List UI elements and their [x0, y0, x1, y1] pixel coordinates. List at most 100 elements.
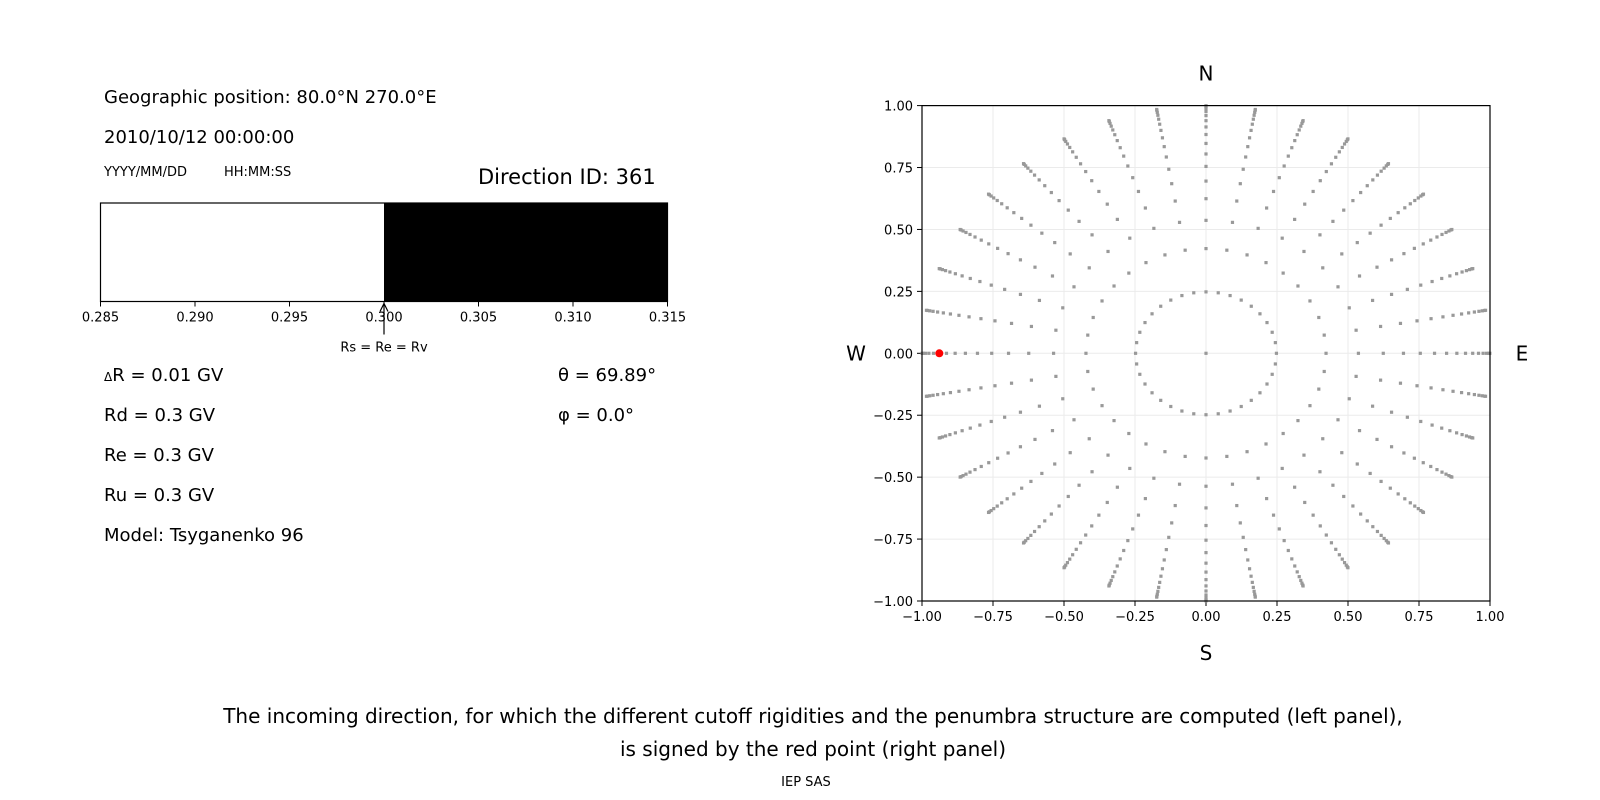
phi-value: φ = 0.0°: [558, 405, 635, 426]
direction-point: [973, 235, 977, 239]
direction-point: [941, 311, 945, 315]
direction-point: [1126, 539, 1130, 543]
direction-point: [943, 434, 948, 438]
direction-point: [1170, 182, 1174, 186]
direction-point: [1250, 580, 1254, 584]
direction-point: [1090, 470, 1094, 474]
direction-point: [1040, 231, 1044, 235]
direction-point: [1112, 284, 1116, 288]
direction-point: [961, 229, 965, 233]
direction-point: [1167, 535, 1171, 539]
direction-point: [989, 194, 993, 198]
direction-point: [1053, 240, 1057, 245]
direction-point: [1344, 139, 1348, 144]
direction-point: [1051, 351, 1056, 355]
direction-point: [1020, 486, 1024, 490]
direction-point: [1097, 513, 1101, 517]
direction-point: [1091, 315, 1095, 320]
caption-line-1: The incoming direction, for which the di…: [223, 704, 1403, 728]
direction-point: [1365, 184, 1369, 188]
direction-point: [1204, 596, 1208, 600]
direction-point: [1100, 299, 1104, 303]
direction-point: [1302, 453, 1306, 457]
direction-point: [1251, 585, 1255, 589]
direction-point: [941, 392, 945, 396]
direction-point: [1012, 492, 1016, 496]
direction-point: [1252, 589, 1256, 593]
direction-point: [1230, 220, 1235, 224]
direction-point: [1204, 119, 1208, 123]
direction-scatter-chart: −1.00−1.00 −0.75 −0.75 −0.50 −0.50 −0.25 −0.25…: [846, 62, 1528, 665]
direction-point: [1106, 249, 1110, 254]
direction-point: [1050, 429, 1055, 433]
x-tick-label: 0.50: [1334, 610, 1363, 625]
direction-point: [968, 426, 972, 430]
direction-point: [1204, 593, 1208, 597]
direction-point: [948, 432, 952, 437]
direction-point: [1421, 461, 1425, 465]
direction-point: [1160, 136, 1165, 140]
direction-point: [1472, 392, 1476, 397]
time-format-label: HH:MM:SS: [224, 165, 292, 180]
direction-point: [1238, 521, 1242, 525]
direction-point: [1144, 442, 1148, 446]
direction-point: [1300, 581, 1304, 585]
direction-point: [967, 388, 971, 392]
direction-point: [1037, 404, 1042, 408]
direction-point: [1455, 351, 1459, 355]
direction-point: [1204, 114, 1208, 118]
direction-point: [1020, 216, 1024, 221]
direction-point: [1412, 246, 1416, 250]
direction-point: [1378, 324, 1383, 329]
direction-point: [1158, 122, 1162, 126]
direction-point: [1476, 351, 1481, 355]
direction-point: [1131, 527, 1135, 531]
direction-point: [1107, 584, 1111, 588]
direction-point: [1308, 299, 1312, 303]
direction-point: [1204, 561, 1208, 565]
x-tick-label: 0.310: [554, 311, 591, 326]
direction-point: [1368, 231, 1372, 235]
direction-point: [1483, 308, 1488, 312]
direction-point: [1230, 482, 1235, 486]
direction-point: [1371, 178, 1375, 182]
direction-point: [1299, 578, 1303, 583]
direction-point: [1064, 563, 1068, 567]
direction-point: [979, 238, 983, 242]
direction-point: [1441, 315, 1445, 319]
selected-direction-point: [935, 349, 944, 358]
direction-point: [1241, 167, 1245, 171]
direction-point: [1477, 309, 1481, 313]
direction-point: [1064, 139, 1068, 144]
delta-symbol: Δ: [104, 370, 113, 384]
direction-point: [1090, 233, 1094, 237]
direction-point: [1317, 387, 1321, 391]
penumbra-segment: [384, 203, 668, 302]
direction-point: [1009, 321, 1014, 325]
direction-point: [1271, 513, 1276, 517]
direction-point: [1003, 415, 1007, 419]
direction-point: [1128, 236, 1132, 240]
direction-point: [1463, 351, 1468, 355]
direction-point: [1204, 551, 1208, 555]
direction-point: [1000, 202, 1004, 206]
direction-point: [1483, 394, 1488, 398]
direction-point: [927, 351, 931, 355]
direction-point: [1118, 557, 1122, 561]
direction-point: [940, 435, 945, 439]
direction-point: [1318, 233, 1322, 237]
direction-point: [1235, 199, 1239, 203]
direction-point: [1160, 567, 1165, 571]
direction-point: [1037, 178, 1041, 182]
direction-point: [953, 272, 957, 276]
direction-point: [1467, 311, 1471, 315]
direction-point: [1264, 442, 1268, 446]
direction-point: [1408, 202, 1412, 206]
direction-point: [1084, 351, 1088, 355]
direction-point: [1106, 453, 1110, 457]
direction-point: [1389, 292, 1394, 296]
direction-point: [1112, 419, 1116, 423]
direction-point: [931, 351, 936, 355]
direction-point: [1467, 392, 1471, 396]
direction-point: [967, 315, 971, 319]
